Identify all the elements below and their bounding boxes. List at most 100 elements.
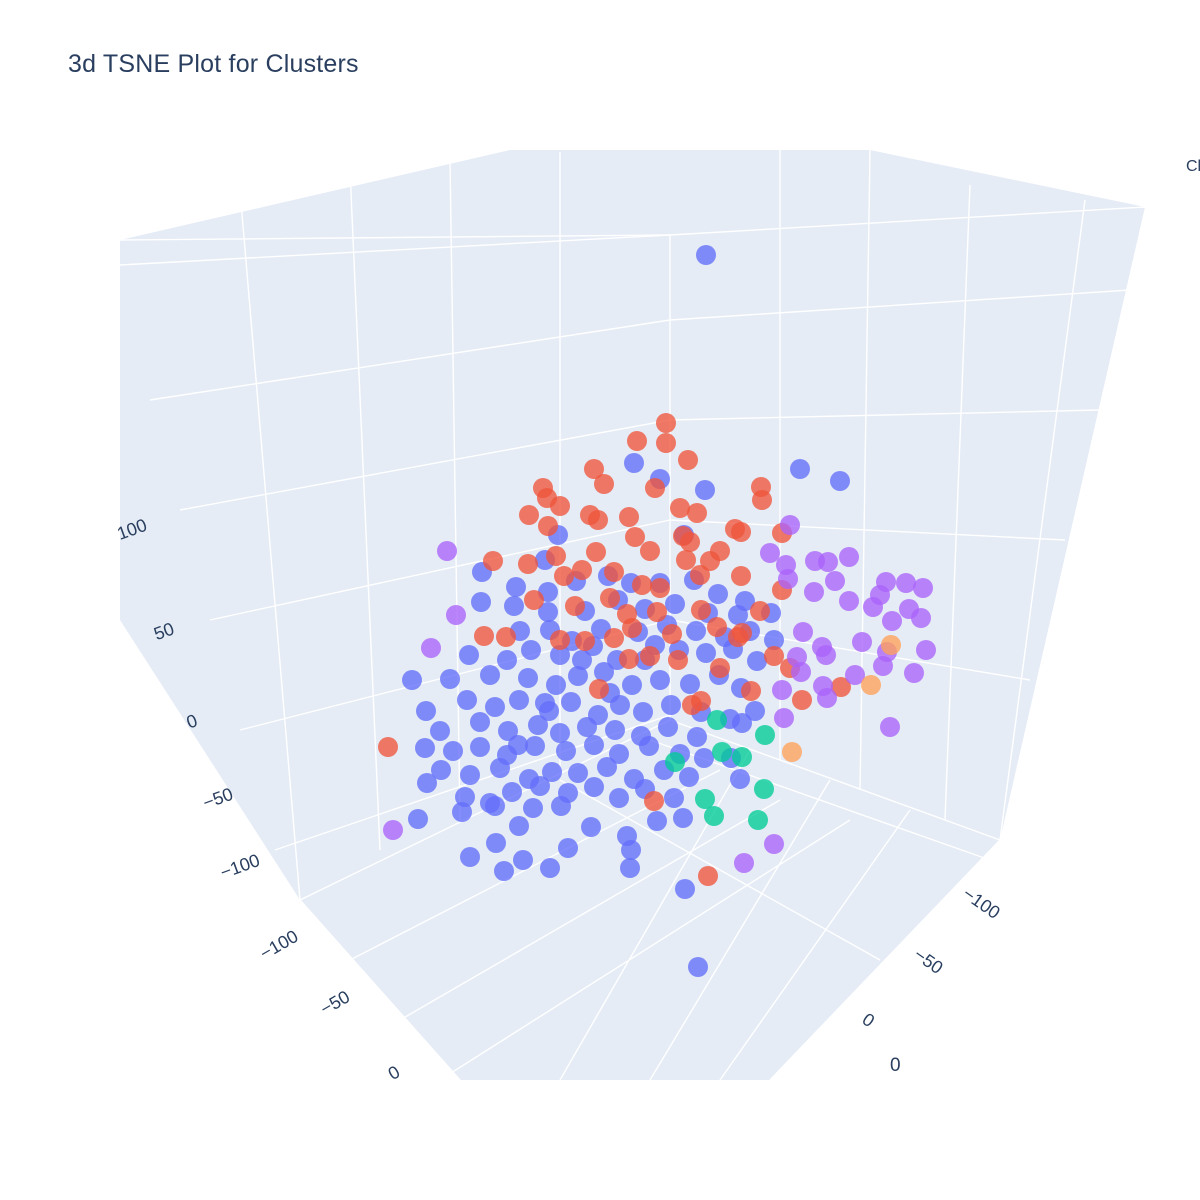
data-point-cluster-red [731,566,751,586]
grid-line [669,206,1146,236]
grid-line [719,809,911,1081]
data-point-cluster-blue [584,735,604,755]
data-point-cluster-blue [416,701,436,721]
data-point-cluster-red [640,646,660,666]
data-point-cluster-blue [664,788,684,808]
data-point-cluster-red [792,690,812,710]
data-point-cluster-blue [647,811,667,831]
data-point-cluster-blue [540,858,560,878]
data-point-cluster-blue [675,879,695,899]
data-point-cluster-purple [913,578,933,598]
data-point-cluster-blue [509,816,529,836]
data-point-cluster-orange [861,675,881,695]
grid-line [649,779,831,1081]
data-point-cluster-red [550,630,570,650]
data-point-cluster-red [586,542,606,562]
data-point-cluster-blue [696,245,716,265]
data-point-cluster-blue [622,675,642,695]
data-point-cluster-red [750,601,770,621]
data-point-cluster-red [378,737,398,757]
data-point-cluster-blue [490,758,510,778]
data-point-cluster-red [524,590,544,610]
left-axis-tick: 0 [385,1062,404,1084]
data-point-cluster-red [619,649,639,669]
data-point-cluster-blue [687,727,707,747]
data-point-cluster-red [728,627,748,647]
left-axis-tick: −100 [256,926,301,964]
data-point-cluster-red [572,560,592,580]
data-point-cluster-purple [904,663,924,683]
data-point-cluster-purple [760,543,780,563]
data-point-cluster-blue [686,621,706,641]
grid-line [669,719,1001,841]
data-point-cluster-purple [863,597,883,617]
data-point-cluster-purple [916,640,936,660]
data-point-cluster-red [752,490,772,510]
data-point-cluster-red [670,498,690,518]
data-point-cluster-blue [525,736,545,756]
data-point-cluster-blue [430,721,450,741]
data-point-cluster-teal [712,742,732,762]
data-point-cluster-blue [470,712,490,732]
data-point-cluster-purple [882,611,902,631]
data-point-cluster-red [741,681,761,701]
data-point-cluster-orange [782,742,802,762]
data-point-cluster-blue [694,748,714,768]
data-point-cluster-purple [845,665,865,685]
data-point-cluster-blue [621,840,641,860]
data-point-cluster-red [731,522,751,542]
data-point-cluster-purple [734,853,754,873]
data-point-cluster-blue [415,738,435,758]
data-point-cluster-blue [485,796,505,816]
data-point-cluster-blue [480,665,500,685]
data-point-cluster-blue [830,471,850,491]
data-point-cluster-blue [486,833,506,853]
chart-title: 3d TSNE Plot for Clusters [68,50,359,78]
grid-line [119,234,671,266]
right-axis-tick: 0 [859,1009,879,1031]
data-point-cluster-teal [732,747,752,767]
data-point-cluster-blue [568,666,588,686]
data-point-cluster-blue [747,651,767,671]
grid-line [449,159,461,821]
data-point-cluster-blue [556,741,576,761]
data-point-cluster-purple [817,688,837,708]
data-point-cluster-blue [530,776,550,796]
data-point-cluster-blue [620,858,640,878]
data-point-cluster-purple [787,647,807,667]
floor-pane [300,720,1000,1080]
data-point-cluster-purple [793,622,813,642]
data-point-cluster-blue [457,690,477,710]
grid-line [349,169,381,851]
data-point-cluster-blue [485,697,505,717]
data-point-cluster-red [668,650,688,670]
data-point-cluster-blue [455,787,475,807]
data-point-cluster-blue [470,737,490,757]
data-point-cluster-red [691,600,711,620]
data-point-cluster-red [496,627,516,647]
data-point-cluster-blue [528,715,548,735]
data-point-cluster-purple [816,645,836,665]
data-point-cluster-purple [911,608,931,628]
data-point-cluster-red [594,474,614,494]
data-point-cluster-red [622,618,642,638]
data-point-cluster-red [662,624,682,644]
grid-line [769,839,1001,1081]
data-point-cluster-purple [804,582,824,602]
data-point-cluster-red [600,588,620,608]
data-point-cluster-red [656,413,676,433]
data-point-cluster-blue [732,713,752,733]
data-point-cluster-red [644,791,664,811]
data-point-cluster-blue [523,798,543,818]
data-point-cluster-red [550,496,570,516]
data-point-cluster-purple [764,834,784,854]
data-point-cluster-red [650,578,670,598]
data-point-cluster-blue [680,674,700,694]
back-right-pane [670,207,1145,840]
data-point-cluster-blue [417,773,437,793]
data-point-cluster-blue [538,602,558,622]
data-point-cluster-blue [542,762,562,782]
grid-line [399,799,781,1021]
data-point-cluster-red [546,546,566,566]
